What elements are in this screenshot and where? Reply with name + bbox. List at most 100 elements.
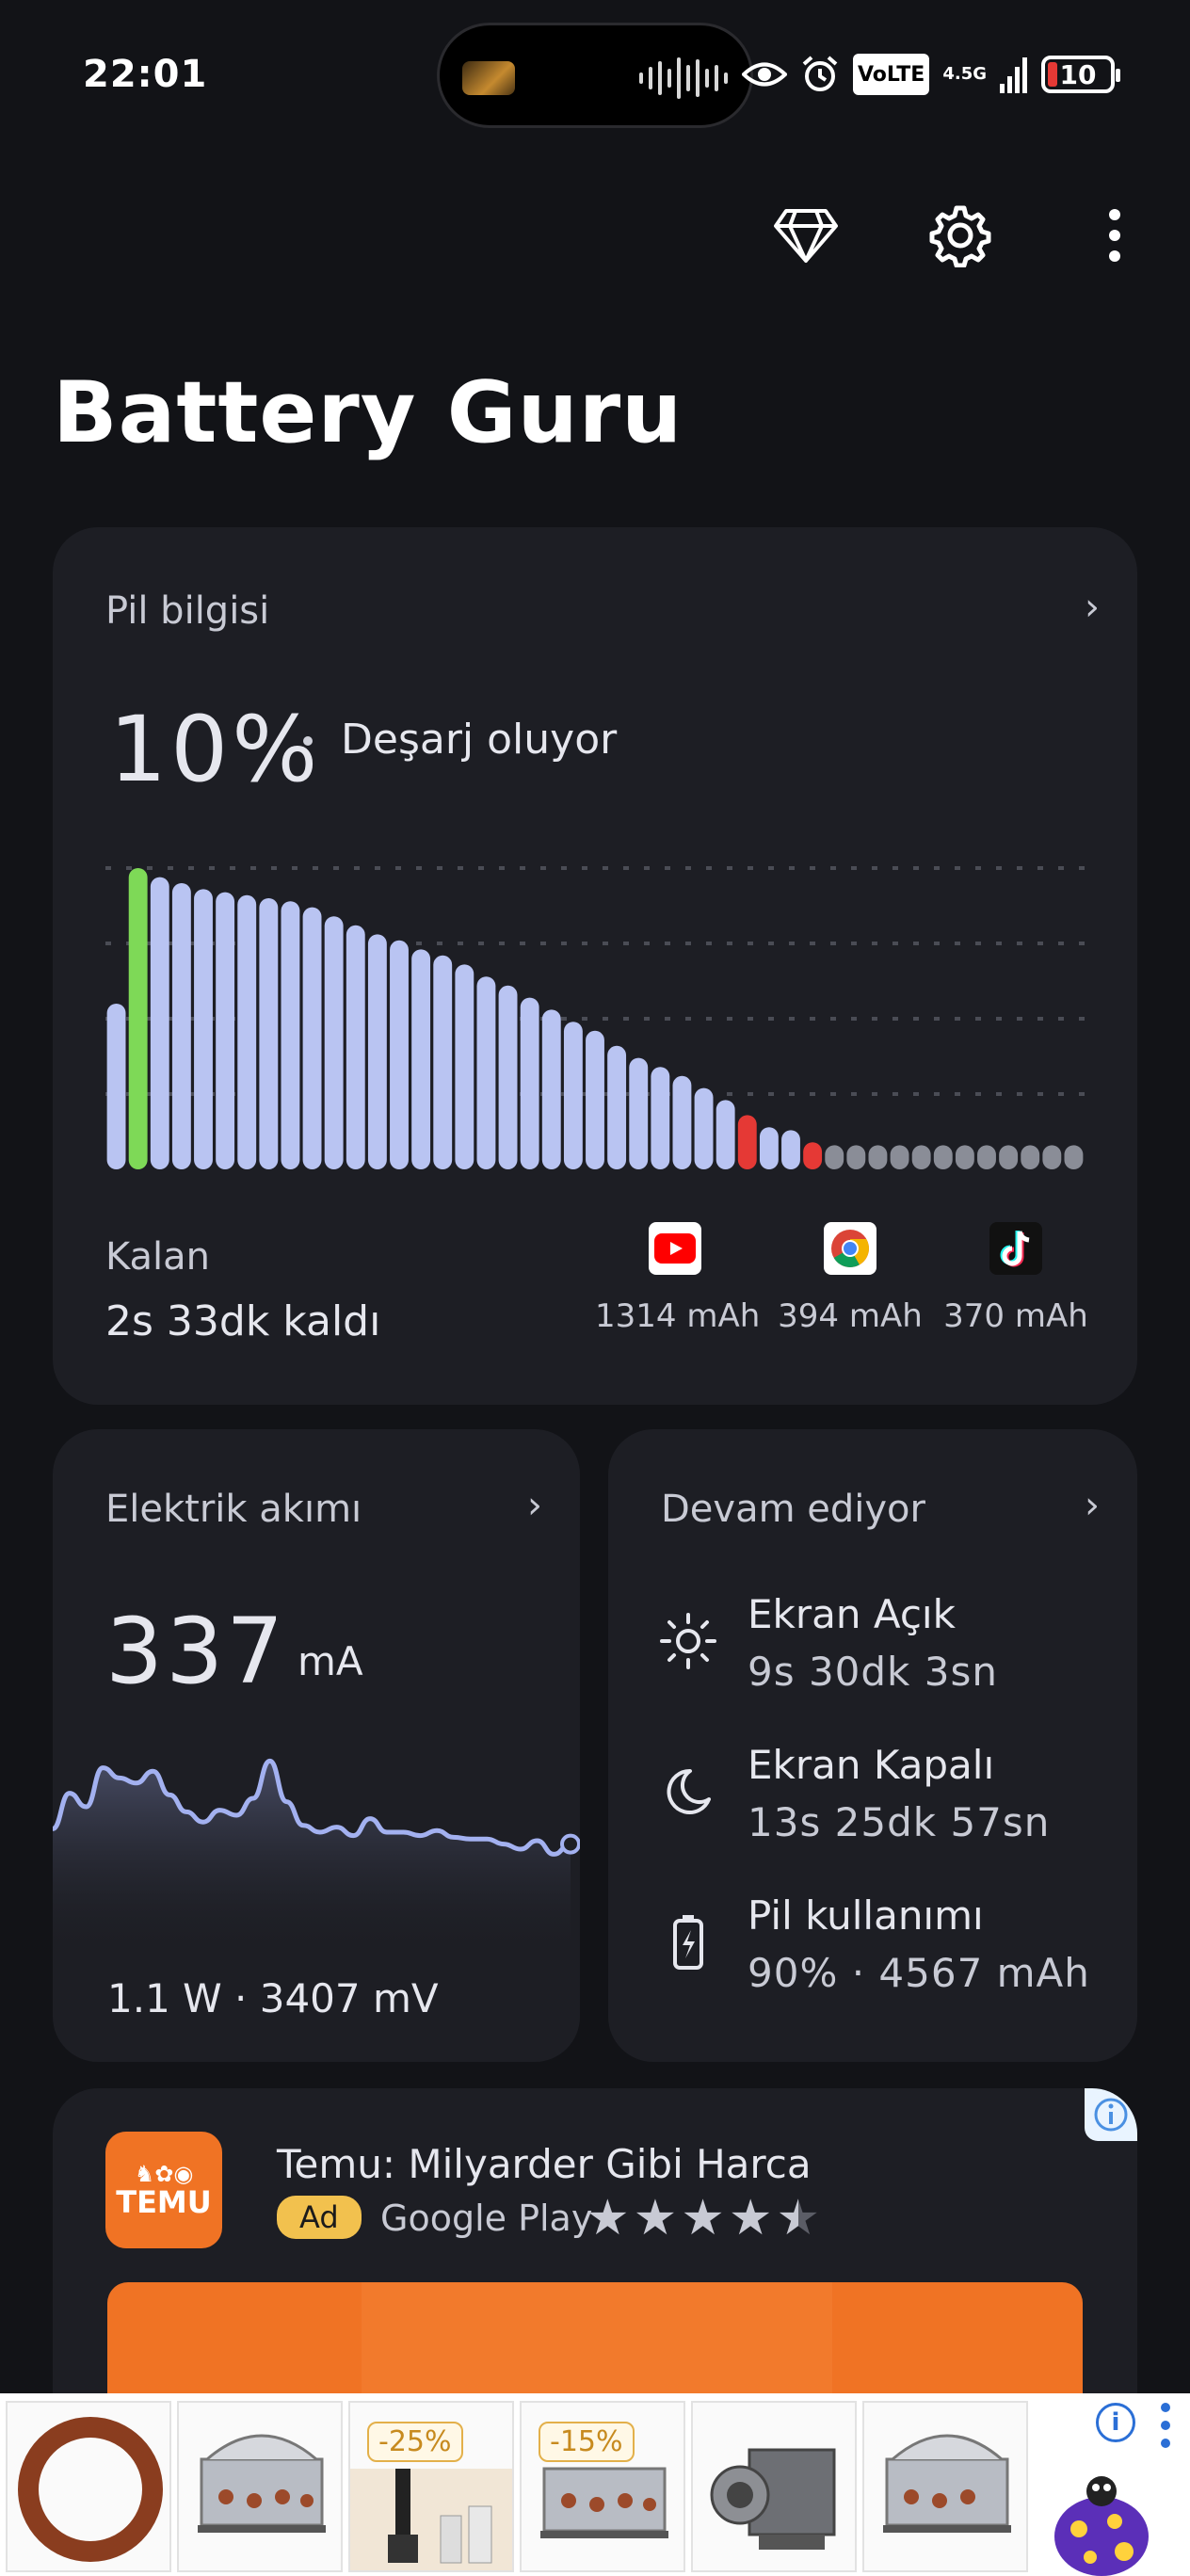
battery-bar [194,889,213,1169]
gear-icon [929,205,991,267]
eye-icon [741,54,787,95]
battery-bar [476,976,496,1169]
battery-bar [999,1145,1019,1169]
current-value: 337 [105,1599,287,1704]
battery-bar [541,1009,561,1169]
youtube-icon [649,1222,701,1275]
audio-wave-icon [639,57,728,99]
app-usage-value: 1314 mAh [595,1297,761,1335]
app-usage-value: 370 mAh [943,1297,1088,1335]
star-icon: ★ [728,2190,773,2246]
star-icon: ★ [633,2190,678,2246]
current-point [560,1833,580,1855]
row-value: 9s 30dk 3sn [748,1649,998,1695]
battery-bar [977,1145,996,1169]
ad-title[interactable]: Temu: Milyarder Gibi Harca [277,2141,812,2187]
ad-product-tile[interactable] [6,2401,171,2572]
half-star-icon: ★ [776,2190,821,2246]
battery-bar [520,997,539,1169]
screen-off-row: Ekran Kapalı 13s 25dk 57sn [655,1742,1050,1845]
battery-bar [324,916,344,1169]
current-card-heading: Elektrik akımı [105,1488,362,1531]
diamond-icon [774,209,838,263]
battery-bar [672,1075,692,1169]
chevron-right-icon: › [1085,586,1100,629]
battery-card-heading: Pil bilgisi [105,589,270,633]
screen-on-row: Ekran Açık 9s 30dk 3sn [655,1591,998,1695]
battery-bar [1042,1145,1062,1169]
dynamic-island[interactable] [437,23,753,128]
battery-bar [498,985,518,1169]
ad-product-tile[interactable]: -25% [348,2401,514,2572]
row-title: Ekran Açık [748,1591,956,1637]
ongoing-card-heading: Devam ediyor [661,1488,925,1531]
battery-info-card[interactable]: Pil bilgisi › 10% Deşarj oluyor Kalan 2s… [53,527,1137,1405]
ad-product-tile[interactable]: -15% [520,2401,685,2572]
remaining-label: Kalan [105,1235,211,1279]
battery-bar [933,1145,953,1169]
electric-current-card[interactable]: Elektrik akımı › 337 mA 1.1 W · 3407 mV [53,1429,580,2062]
more-vert-icon [1109,209,1120,262]
premium-button[interactable] [768,198,844,273]
ad-info-icon[interactable] [1085,2088,1137,2141]
battery-bar [455,964,474,1169]
bottom-banner-ad[interactable]: -25% -15% i [0,2393,1190,2576]
battery-usage-row: Pil kullanımı 90% · 4567 mAh [655,1892,1090,1996]
status-time: 22:01 [83,53,208,96]
temu-logo-pictograms: ♞✿◉ [134,2161,194,2187]
battery-charging-icon [655,1909,721,1975]
app-title: Battery Guru [53,363,683,462]
ad-badge: Ad [277,2196,362,2239]
row-value: 13s 25dk 57sn [748,1799,1051,1845]
battery-level: 10 [1059,58,1097,90]
battery-percent: 10% [109,697,322,802]
battery-bar [629,1057,649,1169]
sun-icon [655,1608,721,1674]
battery-bar [737,1115,757,1169]
ongoing-card[interactable]: Devam ediyor › Ekran Açık 9s 30dk 3sn Ek… [608,1429,1137,2062]
discount-tag: -15% [539,2422,635,2462]
tiktok-icon [989,1222,1042,1275]
ladybug-mascot-icon [1054,2476,1149,2576]
app-usage-value: 394 mAh [778,1297,923,1335]
battery-icon: 10 [1041,56,1120,93]
star-icon: ★ [586,2190,630,2246]
battery-bar [259,898,279,1169]
more-options-button[interactable] [1077,198,1152,273]
ad-product-tile[interactable] [691,2401,857,2572]
battery-level-chart [105,866,1085,1169]
moon-icon [655,1759,721,1825]
ad-menu-icon[interactable] [1160,2403,1171,2448]
battery-bar [825,1145,844,1169]
settings-button[interactable] [923,198,998,273]
row-title: Pil kullanımı [748,1892,984,1939]
battery-bar [803,1142,823,1169]
battery-bar [694,1087,714,1169]
ad-store: Google Play [380,2198,593,2239]
battery-status: Deşarj oluyor [341,716,618,764]
battery-bar [890,1145,909,1169]
current-area [53,1761,571,1956]
ad-product-tile[interactable] [177,2401,343,2572]
ad-info-icon[interactable]: i [1096,2403,1135,2442]
app-usage-chrome[interactable]: 394 mAh [770,1222,930,1335]
battery-bar [781,1130,800,1169]
battery-bar [411,949,431,1169]
battery-bar [150,877,169,1169]
app-usage-youtube[interactable]: 1314 mAh [595,1222,761,1335]
ad-product-tile[interactable] [862,2401,1028,2572]
chrome-icon [824,1222,876,1275]
battery-bar [281,901,300,1169]
app-usage-tiktok[interactable]: 370 mAh [936,1222,1096,1335]
battery-bar [390,940,409,1169]
current-line [53,1758,571,1857]
signal-icon [1000,54,1028,95]
battery-bar [128,868,148,1169]
battery-bar [586,1030,604,1169]
chevron-right-icon: › [527,1484,542,1527]
media-thumbnail [462,61,515,95]
battery-bar [433,955,453,1169]
battery-bar [302,907,322,1169]
temu-logo[interactable]: ♞✿◉ TEMU [105,2132,222,2248]
battery-bar [1021,1145,1040,1169]
